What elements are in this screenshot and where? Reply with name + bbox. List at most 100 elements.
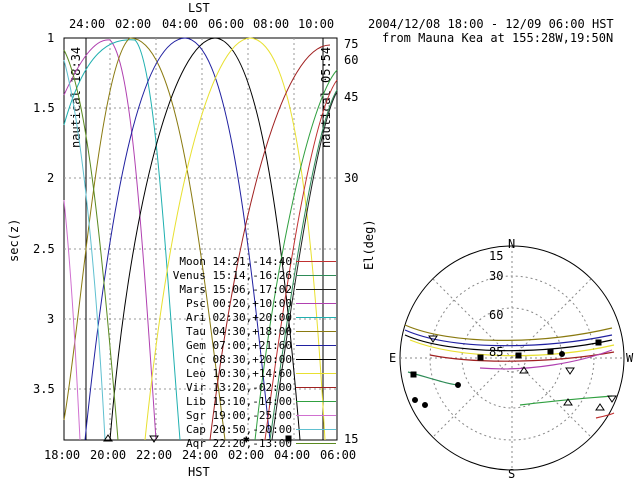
right-tick: 75 (344, 37, 359, 51)
legend-label: Ari 02:30,+20:00 (186, 311, 292, 324)
compass-south: S (508, 467, 516, 481)
top-tick: 08:00 (253, 17, 290, 31)
curve-vir (209, 44, 331, 441)
legend-item: Cnc 08:30,+20:00 (150, 353, 340, 367)
top-tick: 24:00 (69, 17, 106, 31)
legend-swatch (296, 401, 336, 402)
elevation-ring-label: 15 (489, 249, 504, 263)
curve-aqr (63, 49, 119, 441)
bottom-tick: 18:00 (44, 448, 81, 462)
compass-east: E (389, 351, 397, 365)
bottom-tick: 06:00 (320, 448, 357, 462)
airmass-plot-frame (63, 37, 338, 441)
elevation-ring-label: 85 (489, 345, 504, 359)
legend-label: Mars 15:06,-17:02 (179, 283, 292, 296)
left-tick: 1 (47, 31, 55, 45)
curve-cnc (109, 37, 301, 441)
legend-item: Moon 14:21,-14:40 (150, 255, 340, 269)
legend-item: Psc 00:20,+10:00 (150, 297, 340, 311)
bottom-tick: 04:00 (274, 448, 311, 462)
elevation-ring-label: 30 (489, 269, 504, 283)
svg-text:*: * (243, 435, 250, 448)
bottom-tick: 24:00 (182, 448, 219, 462)
bottom-tick: 20:00 (90, 448, 127, 462)
lst-axis-title: LST (188, 1, 210, 15)
legend-label: Aqr 22:20,-13:00 (186, 437, 292, 450)
legend-item: Ari 02:30,+20:00 (150, 311, 340, 325)
legend-swatch (296, 387, 336, 388)
right-tick: 45 (344, 90, 359, 104)
curve-mars (271, 91, 338, 441)
legend-label: Tau 04:30,+18:00 (186, 325, 292, 338)
top-tick: 04:00 (162, 17, 199, 31)
left-tick: 2.5 (33, 242, 55, 256)
curve-leo (144, 37, 326, 441)
curve-lib (254, 69, 338, 441)
legend-item: Gem 07:00,+21:60 (150, 339, 340, 353)
legend-label: Psc 00:20,+10:00 (186, 297, 292, 310)
legend-item: Tau 04:30,+18:00 (150, 325, 340, 339)
legend-swatch (296, 443, 336, 444)
legend-swatch (296, 261, 336, 262)
legend-label: Moon 14:21,-14:40 (179, 255, 292, 268)
compass-west: W (626, 351, 634, 365)
legend-swatch (296, 373, 336, 374)
legend-item: Lib 15:10,-14:00 (150, 395, 340, 409)
legend-swatch (296, 275, 336, 276)
curve-tau (63, 37, 226, 441)
top-tick: 10:00 (298, 17, 335, 31)
legend-label: Sgr 19:00,-25:00 (186, 409, 292, 422)
bottom-tick: 22:00 (136, 448, 173, 462)
curve-cap (63, 59, 106, 441)
curve-ari (63, 39, 181, 441)
curve-moon (264, 79, 338, 441)
bottom-tick: 02:00 (228, 448, 265, 462)
left-tick: 2 (47, 171, 55, 185)
legend-label: Leo 10:30,+14:60 (186, 367, 292, 380)
right-tick: 30 (344, 171, 359, 185)
airmass-curves (63, 37, 338, 441)
legend-item: Aqr 22:20,-13:00 (150, 437, 340, 451)
top-tick: 06:00 (208, 17, 245, 31)
legend-label: Cap 20:50,-20:00 (186, 423, 292, 436)
curve-gem (84, 37, 271, 441)
legend-item: Venus 15:14,-16:26 (150, 269, 340, 283)
legend-swatch (296, 331, 336, 332)
legend-label: Gem 07:00,+21:60 (186, 339, 292, 352)
bottom-axis-label: HST (188, 465, 210, 479)
legend-label: Lib 15:10,-14:00 (186, 395, 292, 408)
curve-psc (63, 39, 157, 441)
left-tick: 3 (47, 312, 55, 326)
legend-label: Venus 15:14,-16:26 (172, 269, 292, 282)
legend-swatch (296, 429, 336, 430)
legend-swatch (296, 359, 336, 360)
curve-venus (269, 89, 338, 441)
right-tick: 60 (344, 53, 359, 67)
legend-item: Mars 15:06,-17:02 (150, 283, 340, 297)
legend-swatch (296, 345, 336, 346)
moon-phase-markers: * (103, 434, 292, 449)
sky-markers (410, 335, 617, 411)
compass-north: N (508, 237, 516, 251)
location-text: from Mauna Kea at 155:28W,19:50N (382, 31, 614, 45)
sky-tracks (404, 324, 615, 419)
legend-item: Sgr 19:00,-25:00 (150, 409, 340, 423)
top-tick: 02:00 (115, 17, 152, 31)
legend-swatch (296, 415, 336, 416)
legend-item: Vir 13:20,-02:00 (150, 381, 340, 395)
date-range-text: 2004/12/08 18:00 - 12/09 06:00 HST (368, 17, 614, 31)
elevation-ring-label: 60 (489, 308, 504, 322)
legend-label: Vir 13:20,-02:00 (186, 381, 292, 394)
legend-item: Leo 10:30,+14:60 (150, 367, 340, 381)
legend-item: Cap 20:50,-20:00 (150, 423, 340, 437)
sky-chart (399, 245, 625, 471)
left-tick: 3.5 (33, 382, 55, 396)
legend-swatch (296, 303, 336, 304)
plot-gridlines (64, 38, 337, 440)
legend-swatch (296, 289, 336, 290)
legend-swatch (296, 317, 336, 318)
right-tick: 15 (344, 432, 359, 446)
legend-label: Cnc 08:30,+20:00 (186, 353, 292, 366)
curve-sgr (63, 199, 81, 441)
